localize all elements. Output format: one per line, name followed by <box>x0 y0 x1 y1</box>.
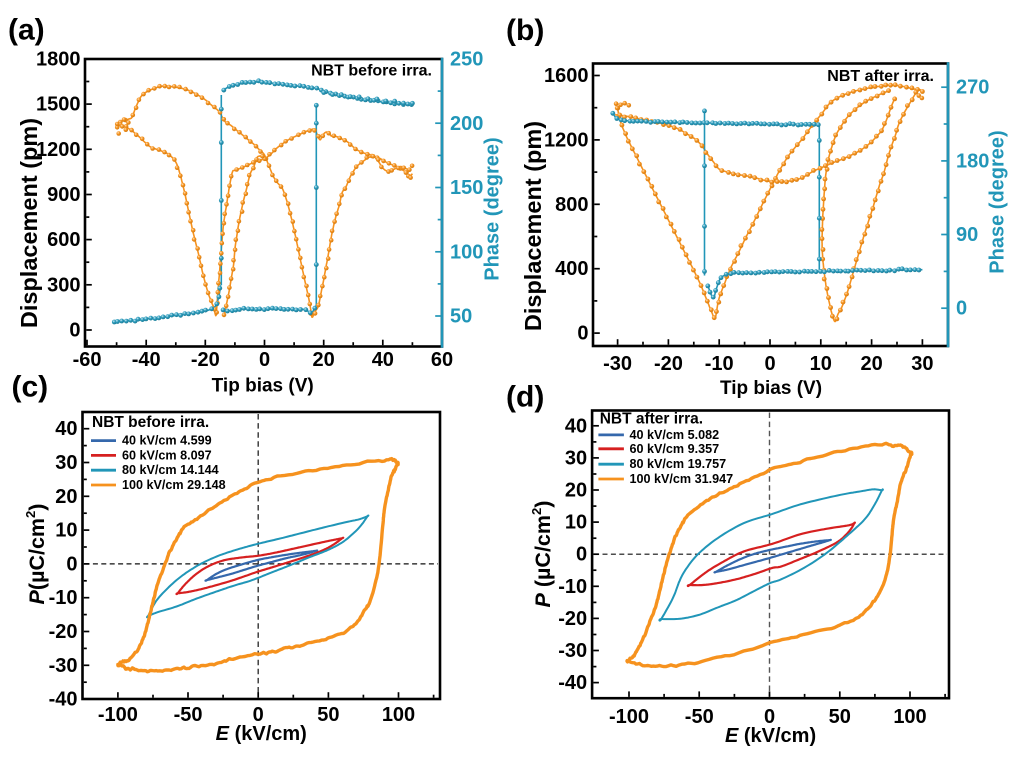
svg-text:Phase (degree): Phase (degree) <box>987 130 1009 273</box>
svg-text:50: 50 <box>829 706 851 728</box>
svg-text:800: 800 <box>555 194 588 216</box>
svg-text:40: 40 <box>565 415 587 437</box>
svg-text:20: 20 <box>565 480 587 502</box>
svg-text:60 kV/cm 9.357: 60 kV/cm 9.357 <box>630 442 720 456</box>
svg-text:Displacement (pm): Displacement (pm) <box>16 118 42 328</box>
svg-text:100 kV/cm 29.148: 100 kV/cm 29.148 <box>122 478 226 492</box>
svg-text:-60: -60 <box>73 349 102 371</box>
svg-text:NBT after irra.: NBT after irra. <box>827 68 934 85</box>
svg-text:50: 50 <box>450 306 472 328</box>
svg-text:P (µC/cm2): P (µC/cm2) <box>529 501 556 608</box>
svg-text:60 kV/cm 8.097: 60 kV/cm 8.097 <box>122 448 212 462</box>
svg-text:-20: -20 <box>191 349 220 371</box>
svg-text:-40: -40 <box>49 689 78 711</box>
svg-text:30: 30 <box>565 447 587 469</box>
svg-text:40 kV/cm 4.599: 40 kV/cm 4.599 <box>122 434 212 448</box>
svg-text:-20: -20 <box>558 608 587 630</box>
svg-text:0: 0 <box>253 704 264 726</box>
svg-text:Phase (degree): Phase (degree) <box>482 137 504 280</box>
svg-text:Displacement (pm): Displacement (pm) <box>520 121 546 331</box>
svg-text:100: 100 <box>893 706 926 728</box>
svg-text:(c): (c) <box>12 370 49 403</box>
svg-text:-30: -30 <box>603 353 632 375</box>
svg-text:10: 10 <box>565 512 587 534</box>
svg-text:100: 100 <box>382 704 415 726</box>
svg-text:0: 0 <box>577 323 588 345</box>
svg-text:E (kV/cm): E (kV/cm) <box>216 723 307 745</box>
svg-text:Tip bias (V): Tip bias (V) <box>212 376 314 397</box>
svg-text:1800: 1800 <box>36 48 81 70</box>
svg-text:20: 20 <box>860 353 882 375</box>
svg-text:(a): (a) <box>8 14 45 47</box>
svg-text:-50: -50 <box>174 704 203 726</box>
svg-text:NBT after irra.: NBT after irra. <box>600 411 703 428</box>
svg-text:P(µC/cm2): P(µC/cm2) <box>23 504 50 605</box>
svg-text:0: 0 <box>576 544 587 566</box>
svg-text:60: 60 <box>431 349 453 371</box>
svg-text:600: 600 <box>47 229 80 251</box>
svg-text:0: 0 <box>764 706 775 728</box>
svg-text:270: 270 <box>956 77 989 99</box>
svg-text:30: 30 <box>55 452 77 474</box>
svg-text:-10: -10 <box>705 353 734 375</box>
svg-text:0: 0 <box>69 320 80 342</box>
svg-text:400: 400 <box>555 258 588 280</box>
svg-text:0: 0 <box>66 553 77 575</box>
svg-text:300: 300 <box>47 274 80 296</box>
svg-text:250: 250 <box>450 49 483 71</box>
svg-text:20: 20 <box>55 486 77 508</box>
svg-text:10: 10 <box>810 353 832 375</box>
svg-text:900: 900 <box>47 184 80 206</box>
svg-text:20: 20 <box>313 349 335 371</box>
svg-text:40: 40 <box>372 349 394 371</box>
svg-text:NBT before irra.: NBT before irra. <box>311 63 432 80</box>
svg-text:0: 0 <box>956 298 967 320</box>
svg-text:-40: -40 <box>558 672 587 694</box>
svg-text:90: 90 <box>956 224 978 246</box>
svg-text:-20: -20 <box>654 353 683 375</box>
svg-text:NBT before irra.: NBT before irra. <box>92 414 209 431</box>
svg-text:-30: -30 <box>558 640 587 662</box>
svg-text:-100: -100 <box>609 706 649 728</box>
svg-text:10: 10 <box>55 520 77 542</box>
svg-text:1200: 1200 <box>544 129 589 151</box>
svg-text:100: 100 <box>450 241 483 263</box>
svg-text:-20: -20 <box>49 621 78 643</box>
svg-text:-30: -30 <box>49 655 78 677</box>
svg-text:-10: -10 <box>558 576 587 598</box>
svg-text:Tip bias (V): Tip bias (V) <box>720 378 822 399</box>
svg-text:1600: 1600 <box>544 65 589 87</box>
svg-text:1500: 1500 <box>36 94 81 116</box>
svg-text:(b): (b) <box>506 14 544 47</box>
svg-text:80 kV/cm 19.757: 80 kV/cm 19.757 <box>630 457 727 471</box>
svg-text:80 kV/cm 14.144: 80 kV/cm 14.144 <box>122 463 219 477</box>
svg-text:-50: -50 <box>685 706 714 728</box>
svg-text:100 kV/cm 31.947: 100 kV/cm 31.947 <box>630 472 734 486</box>
svg-text:(d): (d) <box>506 381 544 414</box>
svg-text:-10: -10 <box>49 587 78 609</box>
svg-text:0: 0 <box>764 353 775 375</box>
svg-text:0: 0 <box>259 349 270 371</box>
svg-text:40: 40 <box>55 418 77 440</box>
svg-text:180: 180 <box>956 150 989 172</box>
svg-text:200: 200 <box>450 113 483 135</box>
svg-text:1200: 1200 <box>36 139 81 161</box>
svg-text:-40: -40 <box>132 349 161 371</box>
svg-text:30: 30 <box>911 353 933 375</box>
svg-text:-100: -100 <box>98 704 138 726</box>
svg-text:150: 150 <box>450 177 483 199</box>
svg-text:50: 50 <box>317 704 339 726</box>
svg-text:E (kV/cm): E (kV/cm) <box>725 725 816 747</box>
svg-text:40 kV/cm 5.082: 40 kV/cm 5.082 <box>630 428 720 442</box>
